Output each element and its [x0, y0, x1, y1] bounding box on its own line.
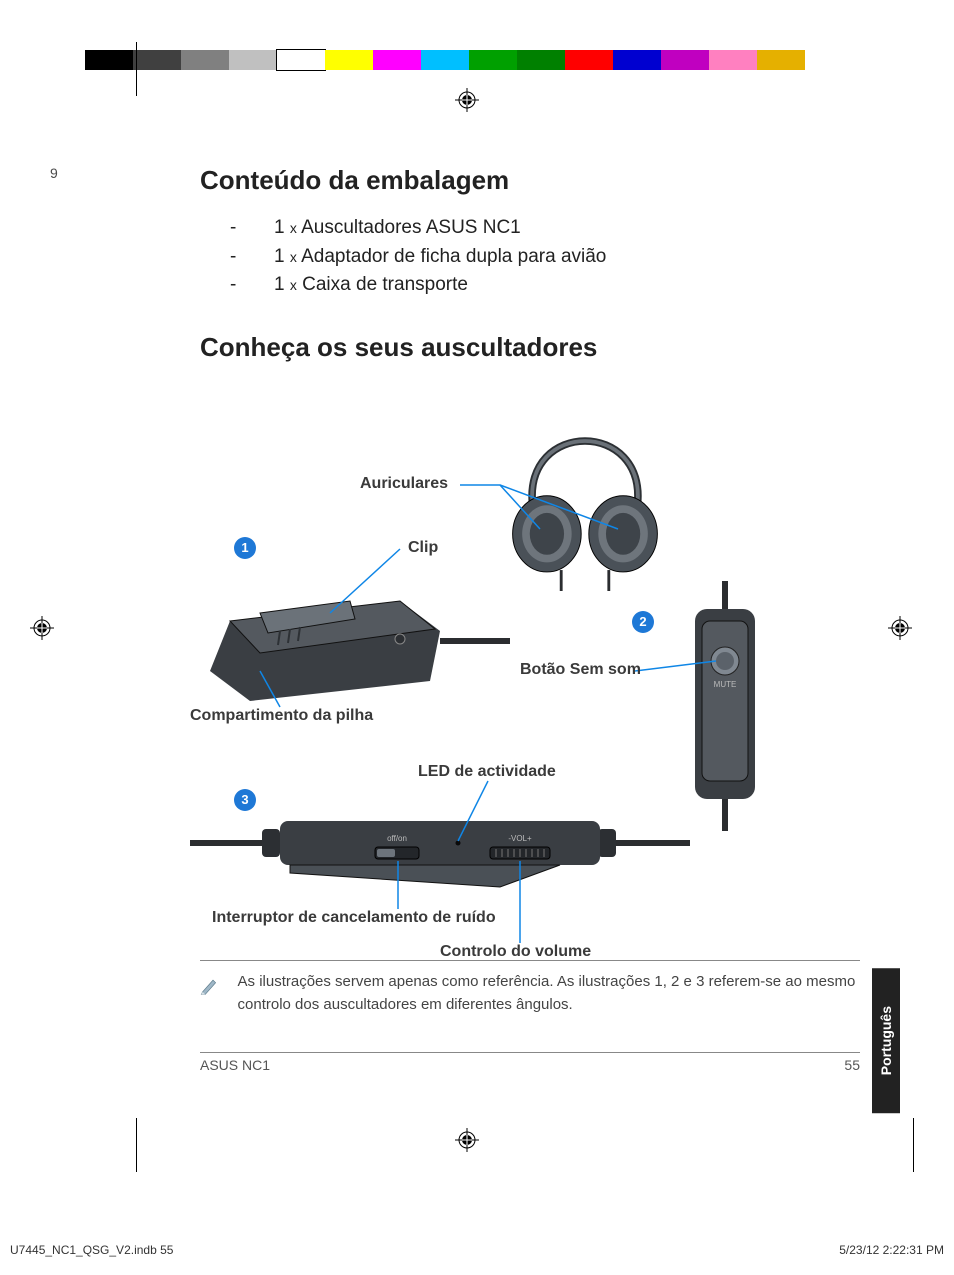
color-swatch [133, 50, 181, 70]
print-file-name: U7445_NC1_QSG_V2.indb 55 [10, 1243, 173, 1257]
registration-mark-icon [455, 1128, 479, 1152]
badge-1: 1 [234, 537, 256, 559]
color-swatch [517, 50, 565, 70]
crop-mark [136, 1118, 137, 1172]
label-clip: Clip [408, 539, 438, 557]
note-box: As ilustrações servem apenas como referê… [200, 960, 860, 1028]
page-footer: ASUS NC1 55 [200, 1052, 860, 1073]
note-text: As ilustrações servem apenas como referê… [238, 971, 860, 1028]
pencil-icon [200, 971, 220, 1001]
leader-lines [200, 381, 840, 1001]
color-swatch [757, 50, 805, 70]
color-swatch [325, 50, 373, 70]
color-swatch [277, 50, 325, 70]
color-swatch [613, 50, 661, 70]
color-swatch [709, 50, 757, 70]
label-volume: Controlo do volume [440, 943, 591, 961]
diagram-area: MUTE off/on [200, 381, 840, 1001]
color-swatch [421, 50, 469, 70]
color-swatch [181, 50, 229, 70]
color-swatch [469, 50, 517, 70]
label-led: LED de actividade [418, 763, 556, 781]
color-calibration-bar [85, 50, 805, 70]
print-timestamp: 5/23/12 2:22:31 PM [839, 1243, 944, 1257]
language-tab: Português [872, 968, 900, 1113]
footer-product: ASUS NC1 [200, 1057, 270, 1073]
section-title-package: Conteúdo da embalagem [200, 165, 860, 196]
registration-mark-icon [888, 616, 912, 640]
signature-number: 9 [50, 165, 58, 181]
crop-mark [136, 42, 137, 96]
color-swatch [85, 50, 133, 70]
color-swatch [565, 50, 613, 70]
list-item: -1 x Adaptador de ficha dupla para avião [230, 243, 860, 272]
registration-mark-icon [30, 616, 54, 640]
label-interruptor: Interruptor de cancelamento de ruído [212, 909, 496, 927]
badge-3: 3 [234, 789, 256, 811]
section-title-know: Conheça os seus auscultadores [200, 332, 860, 363]
page-content: Conteúdo da embalagem -1 x Auscultadores… [200, 165, 860, 1001]
color-swatch [373, 50, 421, 70]
color-swatch [229, 50, 277, 70]
list-item: -1 x Auscultadores ASUS NC1 [230, 214, 860, 243]
list-item: -1 x Caixa de transporte [230, 271, 860, 300]
label-auriculares: Auriculares [360, 475, 448, 493]
package-list: -1 x Auscultadores ASUS NC1 -1 x Adaptad… [230, 214, 860, 300]
badge-2: 2 [632, 611, 654, 633]
label-compartimento-pilha: Compartimento da pilha [190, 707, 373, 725]
label-botao-sem-som: Botão Sem som [520, 661, 641, 679]
print-footer: U7445_NC1_QSG_V2.indb 55 5/23/12 2:22:31… [0, 1243, 954, 1257]
color-swatch [661, 50, 709, 70]
footer-page-number: 55 [844, 1057, 860, 1073]
registration-mark-icon [455, 88, 479, 112]
crop-mark [913, 1118, 914, 1172]
